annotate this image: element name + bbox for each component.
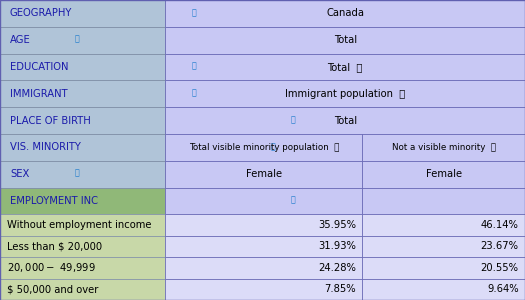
Bar xyxy=(362,257,525,279)
Bar xyxy=(0,134,165,161)
Text: PLACE OF BIRTH: PLACE OF BIRTH xyxy=(10,116,91,125)
Text: 20.55%: 20.55% xyxy=(481,263,519,273)
Text: 46.14%: 46.14% xyxy=(481,220,519,230)
Text: EMPLOYMENT INC: EMPLOYMENT INC xyxy=(10,196,98,206)
Bar xyxy=(165,161,362,188)
Bar xyxy=(362,134,525,161)
Bar xyxy=(362,214,525,236)
Text: AGE: AGE xyxy=(10,35,30,45)
Text: ⓘ: ⓘ xyxy=(271,142,276,151)
Bar xyxy=(0,257,165,279)
Text: ⓘ: ⓘ xyxy=(192,8,197,17)
Text: Not a visible minority  ⓘ: Not a visible minority ⓘ xyxy=(392,143,496,152)
Bar xyxy=(165,279,362,300)
Bar xyxy=(0,107,165,134)
Text: ⓘ: ⓘ xyxy=(290,115,295,124)
Text: Canada: Canada xyxy=(326,8,364,18)
Bar xyxy=(362,279,525,300)
Text: Total  ⓘ: Total ⓘ xyxy=(328,62,363,72)
Text: 24.28%: 24.28% xyxy=(318,263,356,273)
Text: Less than $ 20,000: Less than $ 20,000 xyxy=(7,242,102,251)
Text: 23.67%: 23.67% xyxy=(481,242,519,251)
Text: $ 50,000 and over: $ 50,000 and over xyxy=(7,284,98,294)
Bar xyxy=(165,0,525,27)
Bar xyxy=(0,0,165,27)
Bar xyxy=(0,214,165,236)
Bar xyxy=(165,107,525,134)
Text: 7.85%: 7.85% xyxy=(324,284,356,294)
Bar xyxy=(0,161,165,188)
Text: ⓘ: ⓘ xyxy=(192,61,197,70)
Bar xyxy=(0,236,165,257)
Text: EDUCATION: EDUCATION xyxy=(10,62,68,72)
Bar xyxy=(0,54,165,80)
Text: 35.95%: 35.95% xyxy=(318,220,356,230)
Text: SEX: SEX xyxy=(10,169,29,179)
Text: GEOGRAPHY: GEOGRAPHY xyxy=(10,8,72,18)
Bar xyxy=(165,134,362,161)
Text: VIS. MINORITY: VIS. MINORITY xyxy=(10,142,81,152)
Bar xyxy=(165,257,362,279)
Text: ⓘ: ⓘ xyxy=(74,169,79,178)
Text: 31.93%: 31.93% xyxy=(318,242,356,251)
Bar xyxy=(165,188,362,214)
Text: Female: Female xyxy=(246,169,282,179)
Bar xyxy=(165,54,525,80)
Bar xyxy=(165,236,362,257)
Bar xyxy=(362,188,525,214)
Text: Immigrant population  ⓘ: Immigrant population ⓘ xyxy=(285,89,405,99)
Bar xyxy=(0,80,165,107)
Text: 9.64%: 9.64% xyxy=(487,284,519,294)
Bar xyxy=(165,80,525,107)
Bar xyxy=(0,188,165,214)
Bar xyxy=(362,161,525,188)
Text: IMMIGRANT: IMMIGRANT xyxy=(10,89,68,99)
Text: Female: Female xyxy=(426,169,461,179)
Text: Without employment income: Without employment income xyxy=(7,220,151,230)
Text: Total: Total xyxy=(333,116,357,125)
Bar xyxy=(0,279,165,300)
Bar xyxy=(0,27,165,54)
Text: ⓘ: ⓘ xyxy=(290,196,295,205)
Bar xyxy=(165,214,362,236)
Text: $ 20,000 - $ 49,999: $ 20,000 - $ 49,999 xyxy=(7,261,95,274)
Bar xyxy=(362,236,525,257)
Text: Total visible minority population  ⓘ: Total visible minority population ⓘ xyxy=(188,143,339,152)
Text: ⓘ: ⓘ xyxy=(192,88,197,97)
Text: ⓘ: ⓘ xyxy=(74,35,79,44)
Text: Total: Total xyxy=(333,35,357,45)
Bar xyxy=(165,27,525,54)
